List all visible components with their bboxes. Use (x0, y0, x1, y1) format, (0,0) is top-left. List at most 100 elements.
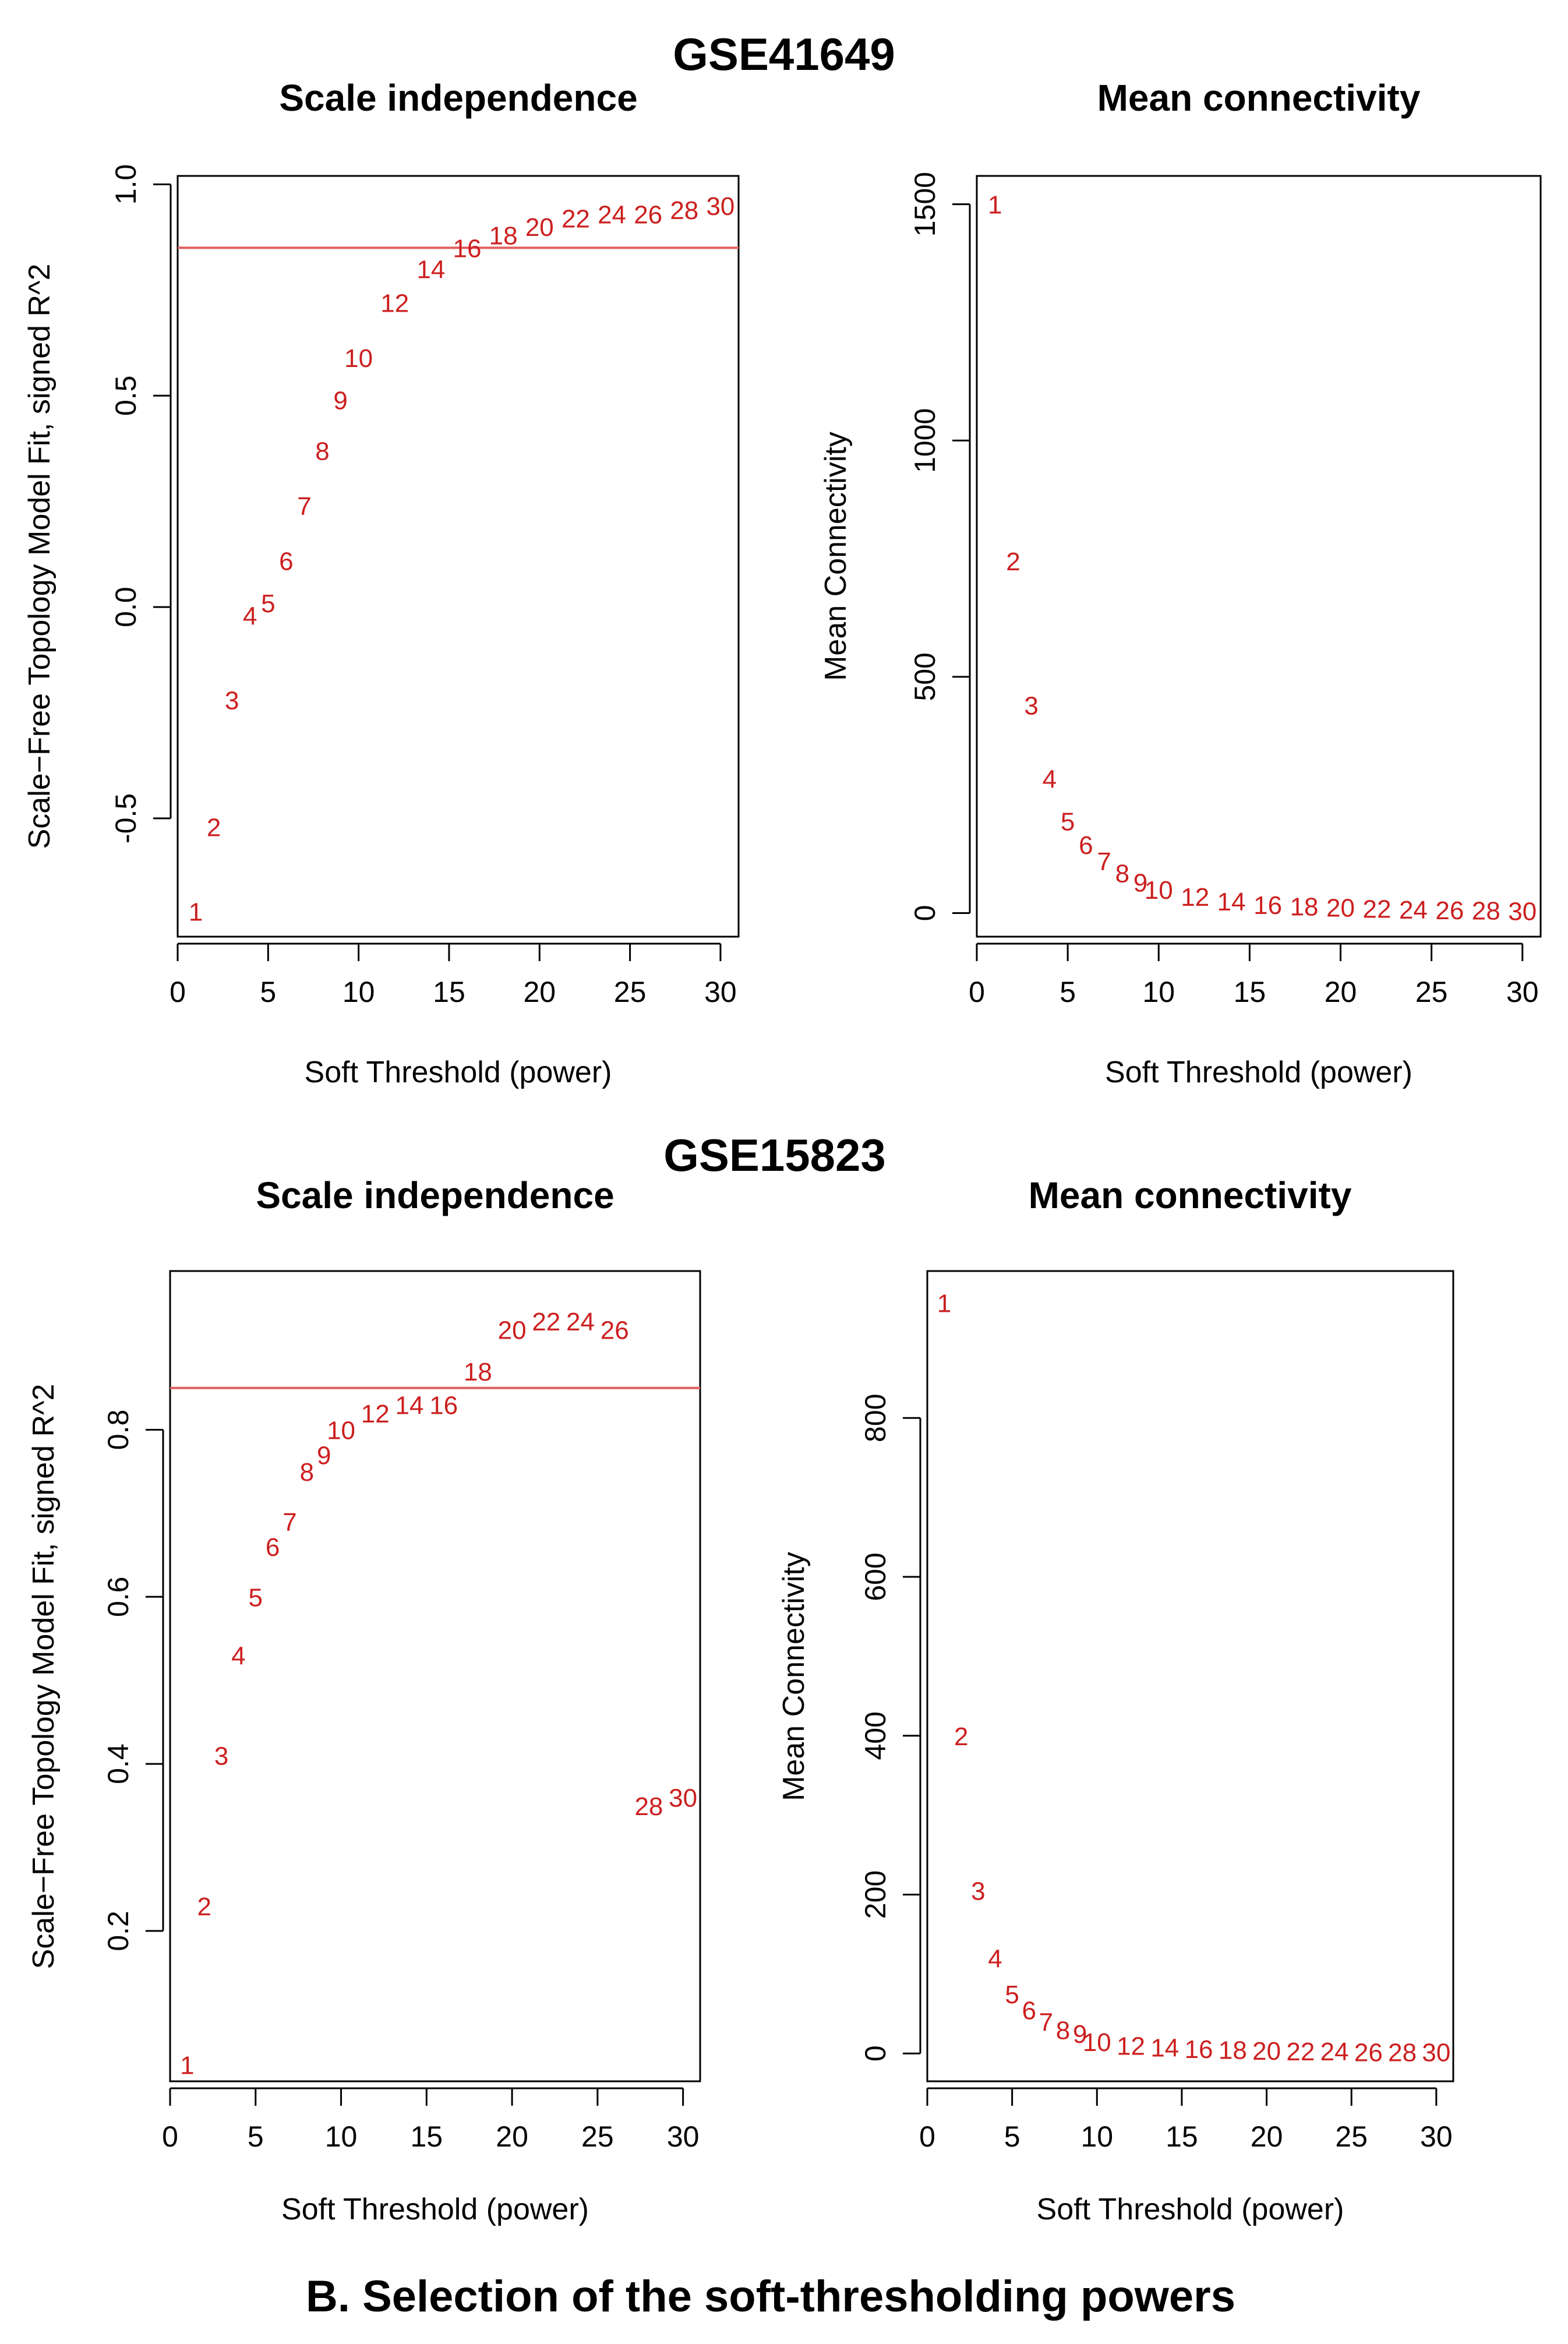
panel-3-point-3: 3 (214, 1742, 228, 1771)
panel-3-y-tick-label: 0.4 (102, 1743, 135, 1784)
panel-1-x-tick-label: 0 (169, 976, 186, 1008)
panel-2-x-axis-label: Soft Threshold (power) (1105, 1055, 1412, 1089)
panel-3-point-14: 14 (395, 1391, 423, 1420)
panel-4-point-22: 22 (1286, 2038, 1315, 2066)
panel-4-y-tick-label: 800 (859, 1394, 892, 1442)
panel-3-x-tick-label: 5 (248, 2120, 264, 2153)
panel-2-point-9: 9 (1133, 869, 1147, 898)
group-title-gse41649: GSE41649 (673, 29, 895, 80)
panel-1-point-6: 6 (279, 547, 293, 576)
panel-2-y-tick-label: 1000 (909, 408, 941, 473)
panel-3-point-7: 7 (282, 1508, 296, 1537)
panel-1-point-12: 12 (380, 290, 409, 318)
panel-3-point-22: 22 (532, 1308, 560, 1336)
panel-3-point-24: 24 (566, 1308, 595, 1336)
panel-3-x-tick-label: 20 (496, 2120, 528, 2153)
panel-1-point-30: 30 (706, 192, 734, 221)
panel-2-point-18: 18 (1290, 892, 1319, 921)
panel-2-point-20: 20 (1326, 894, 1355, 923)
panel-3-point-28: 28 (634, 1792, 663, 1821)
panel-3-x-tick-label: 30 (667, 2120, 700, 2153)
panel-2-point-22: 22 (1362, 895, 1391, 923)
panel-3-x-tick-label: 10 (325, 2120, 358, 2153)
panel-3-y-tick-label: 0.2 (102, 1911, 135, 1951)
panel-4-point-20: 20 (1252, 2037, 1281, 2066)
panel-3-point-5: 5 (249, 1583, 263, 1612)
figure-caption: B. Selection of the soft-thresholding po… (306, 2272, 1235, 2321)
panel-3-point-10: 10 (327, 1416, 355, 1445)
panel-4-point-9: 9 (1073, 2020, 1087, 2049)
panel-2-y-tick-label: 1500 (909, 172, 941, 236)
panel-4-point-1: 1 (937, 1290, 951, 1318)
panel-1-y-tick-label: 0.5 (110, 376, 142, 416)
panel-4-x-tick-label: 20 (1251, 2120, 1283, 2153)
panel-2-point-3: 3 (1024, 692, 1038, 721)
panel-4-point-10: 10 (1083, 2028, 1111, 2057)
panel-2-point-8: 8 (1115, 859, 1129, 888)
panel-3-title: Scale independence (256, 1174, 614, 1216)
panel-4-x-tick-label: 5 (1004, 2120, 1020, 2153)
panel-4-point-12: 12 (1117, 2032, 1145, 2061)
panel-1-y-axis-label: Scale−Free Topology Model Fit, signed R^… (23, 264, 56, 849)
panel-3-point-6: 6 (266, 1533, 280, 1562)
panel-2-point-30: 30 (1508, 897, 1537, 926)
panel-2-point-1: 1 (988, 191, 1002, 220)
panel-4-x-tick-label: 30 (1420, 2120, 1453, 2153)
panel-1-frame (176, 175, 740, 938)
panel-2-y-axis-label: Mean Connectivity (819, 432, 853, 681)
panel-2-point-4: 4 (1043, 765, 1057, 793)
panel-1-point-24: 24 (598, 200, 626, 229)
panel-1-point-3: 3 (225, 687, 239, 715)
panel-4-x-tick-label: 15 (1166, 2120, 1198, 2153)
panel-4-point-16: 16 (1185, 2035, 1213, 2064)
panel-1-point-5: 5 (261, 589, 275, 618)
panel-2-x-tick-label: 20 (1325, 976, 1357, 1008)
panel-2-x-tick-label: 30 (1506, 976, 1539, 1008)
panel-4-point-7: 7 (1039, 2008, 1053, 2037)
panel-2-point-14: 14 (1217, 888, 1246, 916)
panel-4-y-tick-label: 0 (859, 2045, 892, 2061)
panel-4-y-tick-label: 200 (859, 1870, 892, 1919)
panel-1-point-28: 28 (670, 196, 698, 225)
panel-3-x-tick-label: 25 (581, 2120, 614, 2153)
panel-3-point-20: 20 (498, 1316, 527, 1344)
panel-1-point-2: 2 (207, 813, 221, 842)
panel-1-point-26: 26 (634, 200, 662, 229)
panel-1-point-20: 20 (525, 213, 554, 242)
panel-4-y-axis-label: Mean Connectivity (777, 1552, 811, 1801)
panel-4-point-8: 8 (1056, 2016, 1070, 2045)
panel-2-point-5: 5 (1061, 807, 1075, 836)
panel-4-point-24: 24 (1320, 2038, 1349, 2066)
panel-4-point-30: 30 (1422, 2039, 1450, 2067)
panel-4-point-2: 2 (954, 1722, 968, 1751)
panel-4-point-3: 3 (971, 1877, 985, 1906)
panel-2-x-tick-label: 25 (1415, 976, 1448, 1008)
group-title-gse15823: GSE15823 (663, 1129, 886, 1181)
panel-1-point-1: 1 (189, 898, 203, 926)
panel-1-point-16: 16 (453, 234, 482, 263)
panel-1-title: Scale independence (279, 77, 637, 119)
panel-2-point-2: 2 (1006, 548, 1020, 576)
panel-2-point-24: 24 (1399, 896, 1428, 924)
panel-3-frame (169, 1270, 701, 2082)
panel-1-x-tick-label: 25 (614, 976, 647, 1008)
panel-3-point-1: 1 (180, 2051, 194, 2080)
panel-3-y-tick-label: 0.6 (102, 1577, 135, 1618)
panel-2-point-28: 28 (1472, 897, 1500, 926)
panel-4-point-18: 18 (1219, 2036, 1247, 2064)
panel-1-point-8: 8 (315, 437, 329, 466)
panel-1-y-tick-label: 1.0 (110, 164, 142, 205)
panel-1-point-4: 4 (243, 602, 257, 631)
panel-3-x-tick-label: 0 (162, 2120, 178, 2153)
panel-4-point-6: 6 (1022, 1996, 1036, 2025)
panel-4-title: Mean connectivity (1029, 1174, 1352, 1216)
panel-4-x-tick-label: 0 (919, 2120, 935, 2153)
panel-4-x-tick-label: 25 (1335, 2120, 1368, 2153)
panel-2-x-tick-label: 10 (1142, 976, 1175, 1008)
panel-4-x-tick-label: 10 (1080, 2120, 1113, 2153)
panel-3-point-9: 9 (317, 1441, 331, 1470)
